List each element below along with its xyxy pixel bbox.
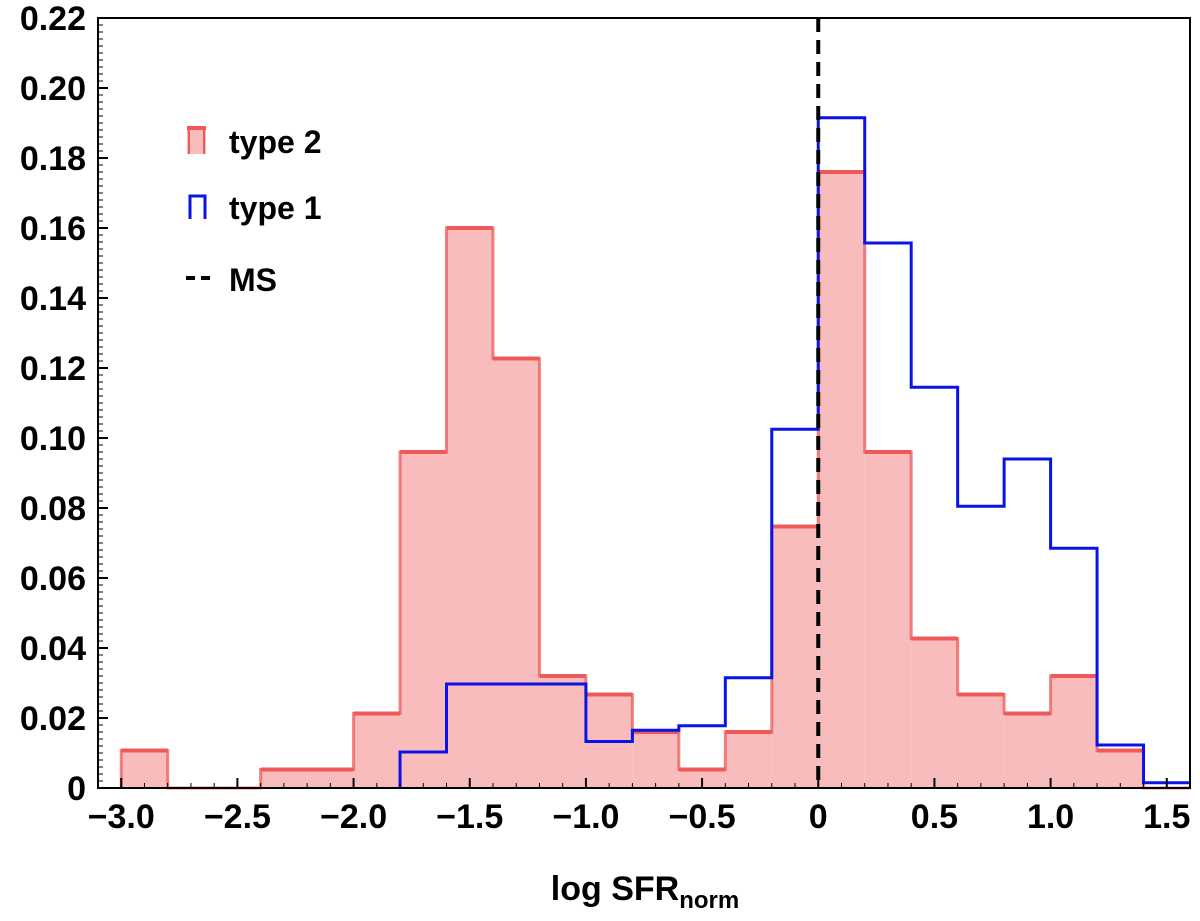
- x-axis: −3.0 −2.5 −2.0 −1.5 −1.0 −0.5 0 0.5 1.0 1.5: [88, 778, 1191, 836]
- legend-label-ms: MS: [229, 262, 277, 298]
- legend-swatch-type-2: [187, 128, 206, 154]
- y-tick-label: 0.14: [20, 280, 86, 318]
- type-2-bar: [307, 769, 354, 788]
- legend: type 2 type 1 MS: [186, 124, 321, 298]
- type-2-bar: [911, 638, 958, 788]
- y-axis: 0 0.02 0.04 0.06 0.08 0.10 0.12 0.14 0.16 0.18 0.2…: [20, 0, 108, 808]
- legend-label-type-1: type 1: [229, 190, 321, 226]
- series-type-1: [398, 116, 1190, 788]
- x-axis-title: log SFRnorm: [551, 870, 739, 914]
- type-2-bar: [492, 358, 540, 788]
- y-tick-label: 0.10: [20, 420, 86, 458]
- x-tick-label: 1.5: [1143, 798, 1190, 836]
- type-2-bar: [400, 452, 447, 788]
- y-tick-label: 0.22: [20, 0, 86, 38]
- type-2-bar: [1004, 713, 1051, 788]
- y-tick-label: 0.04: [20, 630, 86, 668]
- type-2-outline: [119, 170, 1190, 790]
- series-type-2: [119, 170, 1190, 790]
- x-tick-label: −2.5: [204, 798, 271, 836]
- y-tick-label: 0.12: [20, 350, 86, 388]
- legend-label-type-2: type 2: [229, 124, 321, 160]
- y-tick-label: 0.20: [20, 70, 86, 108]
- type-2-bar: [353, 713, 401, 788]
- x-tick-label: −1.0: [552, 798, 619, 836]
- y-tick-label: 0.06: [20, 560, 86, 598]
- x-tick-label: −0.5: [669, 798, 736, 836]
- type-2-bar: [260, 769, 308, 788]
- y-tick-label: 0.18: [20, 140, 86, 178]
- type-2-bar: [864, 452, 912, 788]
- x-tick-label: 0: [809, 798, 828, 836]
- type-2-bar: [1050, 676, 1098, 788]
- x-tick-label: −3.0: [88, 798, 155, 836]
- legend-swatch-type-1: [188, 194, 207, 219]
- type-2-bar: [539, 676, 586, 788]
- type-2-bar: [632, 732, 679, 788]
- type-2-bar: [957, 694, 1005, 788]
- type-2-bar: [818, 172, 865, 788]
- x-tick-label: 1.0: [1027, 798, 1074, 836]
- y-tick-label: 0.08: [20, 490, 86, 528]
- x-tick-label: 0.5: [911, 798, 958, 836]
- y-tick-label: 0.02: [20, 700, 86, 738]
- type-1-step-line: [398, 116, 1190, 788]
- type-2-bar: [121, 750, 168, 788]
- x-tick-label: −2.0: [320, 798, 387, 836]
- type-2-bar: [1097, 750, 1144, 788]
- type-2-bar: [446, 228, 493, 788]
- x-tick-label: −1.5: [436, 798, 503, 836]
- y-tick-label: 0: [67, 770, 86, 808]
- y-tick-label: 0.16: [20, 210, 86, 248]
- type-2-bar: [725, 732, 772, 788]
- type-2-bar: [771, 526, 819, 788]
